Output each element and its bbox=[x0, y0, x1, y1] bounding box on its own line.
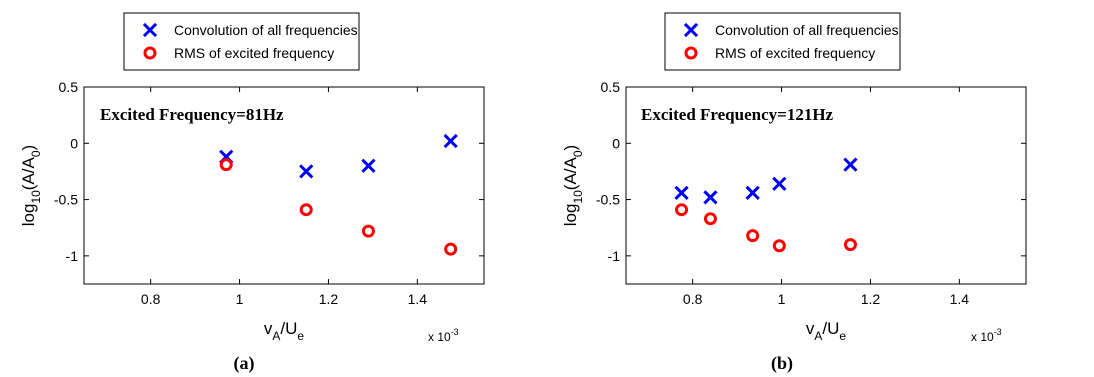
chart-panel-a: 0.8 1 1.2 1.4 0.5 0 -0.5 -1 vA/Ue x 10-3 log10(A/A… bbox=[19, 12, 485, 374]
legend-label: Convolution of all frequencies bbox=[715, 22, 899, 38]
y-axis-label: log10(A/A0) bbox=[561, 145, 585, 226]
data-point-convolution bbox=[703, 190, 718, 205]
x-tick-label: 1 bbox=[778, 291, 786, 307]
y-tick-label: 0.5 bbox=[59, 79, 79, 95]
y-tick-label: -1 bbox=[608, 248, 621, 264]
x-tick-label: 0.8 bbox=[141, 291, 161, 307]
legend-box bbox=[123, 12, 360, 71]
x-tick-label: 1 bbox=[236, 291, 244, 307]
x-axis-exponent: x 10-3 bbox=[971, 327, 1002, 344]
plot-area bbox=[83, 86, 485, 285]
data-point-rms bbox=[772, 239, 786, 253]
x-tick-label: 1.4 bbox=[950, 291, 970, 307]
y-tick-label: -1 bbox=[66, 248, 79, 264]
data-point-convolution bbox=[772, 176, 787, 191]
data-point-rms bbox=[219, 158, 233, 172]
y-axis-label: log10(A/A0) bbox=[19, 145, 43, 226]
x-axis-label: vA/Ue bbox=[806, 319, 847, 343]
legend-label: Convolution of all frequencies bbox=[174, 22, 358, 38]
legend-marker-o bbox=[684, 46, 698, 60]
data-point-convolution bbox=[361, 158, 376, 173]
legend-label: RMS of excited frequency bbox=[174, 45, 334, 61]
y-tick-label: -0.5 bbox=[596, 192, 620, 208]
y-tick-label: 0.5 bbox=[601, 79, 621, 95]
data-point-rms bbox=[746, 229, 760, 243]
chart-panel-b: 0.8 1 1.2 1.4 0.5 0 -0.5 -1 vA/Ue x 10-3 log10(A/A… bbox=[561, 12, 1027, 374]
data-point-rms bbox=[675, 203, 689, 217]
data-point-convolution bbox=[745, 185, 760, 200]
data-point-convolution bbox=[843, 157, 858, 172]
x-tick-label: 0.8 bbox=[683, 291, 703, 307]
data-point-convolution bbox=[299, 164, 314, 179]
data-point-rms bbox=[843, 238, 857, 252]
legend-label: RMS of excited frequency bbox=[715, 45, 875, 61]
data-point-rms bbox=[444, 242, 458, 256]
annotation-excited-frequency: Excited Frequency=81Hz bbox=[100, 105, 284, 124]
panel-label: (a) bbox=[234, 353, 255, 374]
legend: Convolution of all frequencies RMS of exc… bbox=[123, 12, 360, 71]
plot-area bbox=[625, 86, 1027, 285]
data-point-rms bbox=[299, 203, 313, 217]
legend: Convolution of all frequencies RMS of exc… bbox=[664, 12, 901, 71]
data-point-convolution bbox=[443, 133, 458, 149]
y-tick-label: 0 bbox=[70, 135, 78, 151]
legend-marker-x bbox=[142, 22, 158, 38]
annotation-excited-frequency: Excited Frequency=121Hz bbox=[641, 105, 834, 124]
x-tick-label: 1.2 bbox=[319, 291, 339, 307]
x-axis-label: vA/Ue bbox=[264, 319, 305, 343]
y-tick-label: 0 bbox=[612, 135, 620, 151]
legend-marker-o bbox=[143, 46, 157, 60]
data-point-rms bbox=[703, 212, 717, 226]
legend-marker-x bbox=[683, 22, 699, 38]
x-axis-exponent: x 10-3 bbox=[428, 327, 459, 344]
data-point-convolution bbox=[674, 185, 689, 200]
x-tick-label: 1.4 bbox=[408, 291, 428, 307]
panel-label: (b) bbox=[771, 353, 793, 374]
data-point-rms bbox=[361, 224, 375, 238]
legend-box bbox=[664, 12, 901, 71]
x-tick-label: 1.2 bbox=[861, 291, 881, 307]
y-tick-label: -0.5 bbox=[54, 192, 78, 208]
